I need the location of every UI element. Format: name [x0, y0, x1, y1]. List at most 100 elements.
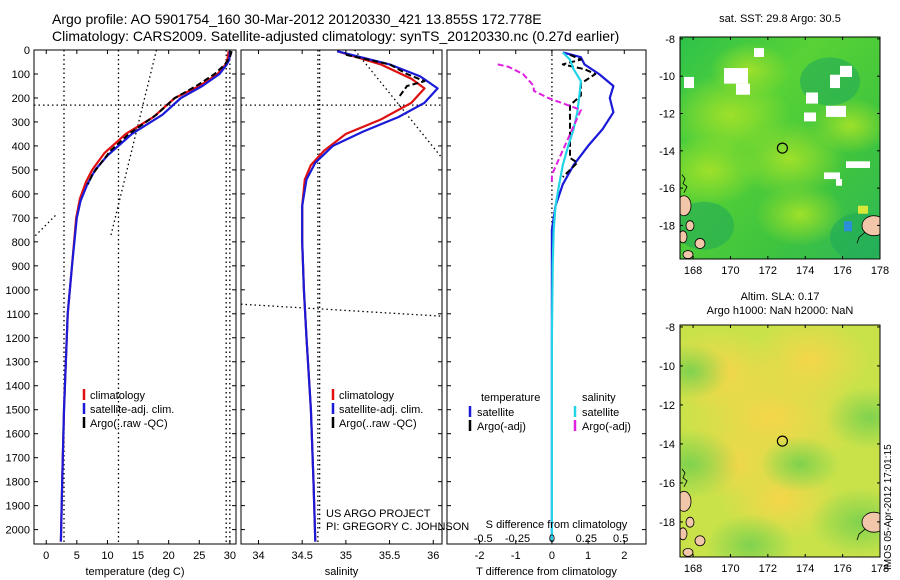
series-line-cyan: [550, 51, 583, 542]
map-x-tick-label: 172: [759, 265, 777, 277]
map-frame: [679, 36, 881, 260]
y-tick-label: 600: [12, 189, 30, 201]
argo-position-marker: [776, 435, 788, 447]
y-tick-label: 1500: [6, 405, 30, 417]
legend-label: Argo(..raw -QC): [339, 418, 417, 430]
map-x-tick-label: 174: [796, 563, 814, 575]
legend-label: satellite-adj. clim.: [90, 404, 174, 416]
legend-label: Argo(-adj): [582, 421, 631, 433]
map-field: [680, 325, 880, 557]
x-tick-label: 15: [132, 550, 144, 562]
map-y-tick-label: -10: [659, 361, 675, 373]
sla-high-patch: [750, 325, 870, 402]
legend-label: satellite: [477, 407, 514, 419]
map-y-tick-label: -10: [659, 71, 675, 83]
legend-label: climatology: [339, 390, 395, 402]
island: [685, 220, 695, 232]
sst-warm-patch: [710, 42, 790, 99]
sla-low-patch: [825, 386, 880, 450]
sla-map-title-line1: Altim. SLA: 0.17: [740, 291, 820, 303]
x-tick-label: -1: [511, 550, 521, 562]
y-tick-label: 200: [12, 93, 30, 105]
salinity-difference-label: S difference from climatology: [486, 519, 628, 531]
x-tick-label: 34.5: [291, 550, 312, 562]
x-tick-label: 2: [621, 550, 627, 562]
map-y-tick-label: -8: [665, 34, 675, 46]
cloud-gap: [724, 68, 748, 84]
plot-area: [241, 50, 442, 544]
y-tick-label: 1800: [6, 477, 30, 489]
series-line-black: [86, 50, 233, 185]
legend-label: climatology: [90, 390, 146, 402]
plot-area: [34, 50, 236, 544]
profile-panel-3: -2 -1 0 1 2 T difference from climatology -0.5…: [446, 49, 647, 578]
y-tick-label: 1300: [6, 357, 30, 369]
island: [682, 250, 694, 259]
map-y-tick-label: -14: [659, 439, 675, 451]
plot-area: [497, 50, 615, 544]
x-tick-label: 30: [224, 550, 236, 562]
y-tick-label: 800: [12, 237, 30, 249]
map-y-tick-label: -18: [659, 220, 675, 232]
island: [680, 527, 688, 541]
series-line-black: [345, 53, 426, 99]
legend-salinity-title: salinity: [582, 392, 616, 404]
x-tick-label: 5: [74, 550, 80, 562]
map-x-tick-label: 170: [721, 563, 739, 575]
series-line-red: [301, 50, 426, 542]
cloud-gap: [736, 83, 750, 95]
sla-low-patch: [760, 436, 840, 493]
y-tick-label: 100: [12, 69, 30, 81]
cloud-gap: [804, 112, 816, 122]
panel-frame: [240, 49, 443, 545]
y-tick-label: 0: [24, 45, 30, 57]
salinity-difference-tick-label: -0.25: [505, 533, 530, 545]
x-tick-label: 36: [427, 550, 439, 562]
x-tick-label: -2: [475, 550, 485, 562]
cloud-gap: [830, 74, 840, 89]
series-line-black: [561, 53, 597, 178]
y-tick-label: 1700: [6, 453, 30, 465]
series-line-blue: [550, 51, 615, 542]
x-tick-label: 35: [340, 550, 352, 562]
sla-low-patch: [705, 513, 795, 557]
argo-position-marker: [776, 142, 788, 154]
legend-label: Argo(-adj): [477, 421, 526, 433]
cloud-gap: [846, 161, 870, 168]
salinity-difference-tick-label: 0.5: [613, 533, 628, 545]
island: [861, 215, 880, 237]
panel-frame: [446, 49, 647, 545]
x-tick-label: 25: [193, 550, 205, 562]
island: [694, 238, 706, 249]
x-tick-label: 0: [43, 550, 49, 562]
reference-line: [34, 215, 56, 238]
x-axis-label: T difference from climatology: [476, 566, 617, 578]
map-field: [680, 37, 880, 259]
cloud-gap: [824, 172, 840, 180]
panel-frame: [33, 49, 237, 545]
legend-label: satellite: [582, 407, 619, 419]
sla-low-patch: [810, 487, 880, 557]
sla-low-patch: [680, 343, 730, 400]
map-x-tick-label: 178: [871, 563, 889, 575]
y-tick-label: 1600: [6, 429, 30, 441]
reference-line: [109, 50, 158, 238]
reference-line: [354, 50, 442, 159]
map-x-tick-label: 168: [684, 265, 702, 277]
map-y-tick-label: -16: [659, 183, 675, 195]
y-tick-label: 500: [12, 165, 30, 177]
salinity-difference-tick-label: 0.25: [576, 533, 597, 545]
legend-label: Argo(..raw -QC): [90, 418, 168, 430]
cloud-gap: [754, 48, 764, 57]
x-tick-label: 34: [252, 550, 264, 562]
island: [685, 516, 695, 528]
credit-line-1: US ARGO PROJECT: [326, 508, 431, 520]
map-x-tick-label: 174: [796, 265, 814, 277]
profile-title: Argo profile: AO 5901754_160 30-Mar-2012…: [52, 11, 542, 27]
y-tick-label: 900: [12, 261, 30, 273]
coastline: [856, 528, 866, 541]
x-tick-label: 35.5: [379, 550, 400, 562]
x-tick-label: 10: [101, 550, 113, 562]
y-tick-label: 1900: [6, 501, 30, 513]
